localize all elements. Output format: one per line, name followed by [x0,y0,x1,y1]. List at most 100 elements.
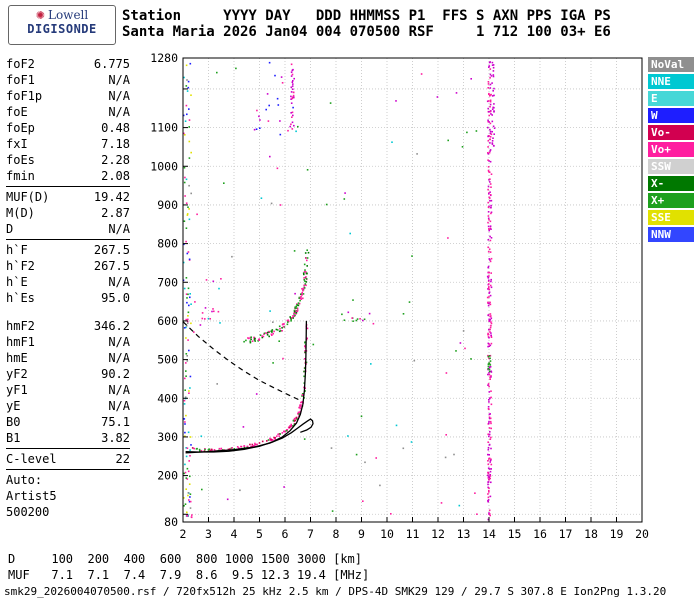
noise-left-mid [190,278,222,333]
lowell-digisonde-logo: ✺ Lowell DIGISONDE [8,5,116,45]
legend-item-ssw: SSW [648,159,694,174]
param-value: 19.42 [93,190,130,204]
param-row: h`E N/A [6,274,130,290]
param-label: hmE [6,351,28,365]
param-row: h`Es 95.0 [6,290,130,306]
parameter-panel: foF2 6.775 foF1 N/A foF1p N/A foE N/A foEp 0.48 fx… [6,56,130,520]
legend-item-x-: X- [648,176,694,191]
param-value: N/A [108,383,130,397]
x-tick-label: 12 [431,527,445,541]
param-row: MUF(D) 19.42 [6,189,130,205]
param-label: foEp [6,121,35,135]
muf-transmission-curve [182,321,300,401]
param-row: B0 75.1 [6,414,130,430]
legend-item-x+: X+ [648,193,694,208]
x-tick-label: 4 [231,527,238,541]
x-tick-label: 19 [610,527,624,541]
y-tick-label: 400 [157,391,178,405]
x-tick-label: 2 [180,527,187,541]
muf-distance-table: D 100 200 400 600 800 1000 1500 3000 [km… [8,551,369,583]
param-label: h`F2 [6,259,35,273]
x-tick-label: 14 [482,527,496,541]
table-row-muf: MUF 7.1 7.1 7.4 7.9 8.6 9.5 12.3 19.4 [M… [8,568,370,582]
param-value: N/A [108,335,130,349]
y-tick-label: 1280 [150,51,178,65]
param-row: foEp 0.48 [6,120,130,136]
x-tick-label: 17 [559,527,573,541]
header-column-labels: Station YYYY DAY DDD HHMMSS P1 FFS S AXN… [122,8,611,24]
param-label: MUF(D) [6,190,50,204]
param-label: hmF1 [6,335,35,349]
param-row: foEs 2.28 [6,152,130,168]
legend-item-nnw: NNW [648,227,694,242]
x-tick-label: 11 [406,527,420,541]
legend-item-nne: NNE [648,74,694,89]
param-row: 500200 [6,504,130,520]
param-label: foEs [6,153,35,167]
param-row: yE N/A [6,398,130,414]
param-label: B1 [6,431,21,445]
param-row: M(D) 2.87 [6,205,130,221]
param-label: D [6,222,14,236]
y-tick-label: 300 [157,430,178,444]
param-label: h`F [6,243,28,257]
param-row: B1 3.82 [6,430,130,446]
divider [6,186,130,187]
param-value: N/A [108,73,130,87]
noise-top-left [253,61,295,136]
param-label: yF2 [6,367,28,381]
param-row: foF1 N/A [6,72,130,88]
param-value: 95.0 [101,291,130,305]
param-row: h`F 267.5 [6,242,130,258]
legend-item-e: E [648,91,694,106]
param-value: 75.1 [101,415,130,429]
y-tick-label: 200 [157,469,178,483]
param-value: N/A [108,222,130,236]
param-value: 2.08 [101,169,130,183]
param-row: fxI 7.18 [6,136,130,152]
logo-lowell-row: ✺ Lowell [9,8,115,22]
y-tick-label: 800 [157,237,178,251]
param-row: foF1p N/A [6,88,130,104]
interference-14MHz-green [487,355,492,373]
legend-item-vo+: Vo+ [648,142,694,157]
autoscaled-trace [185,320,308,453]
param-label: 500200 [6,505,50,519]
param-value: N/A [108,275,130,289]
param-row: D N/A [6,221,130,237]
param-value: N/A [108,399,130,413]
param-value: 6.775 [93,57,130,71]
legend-item-w: W [648,108,694,123]
param-row: Artist5 [6,488,130,504]
param-value: 0.48 [101,121,130,135]
x-tick-label: 15 [508,527,522,541]
table-row-d: D 100 200 400 600 800 1000 1500 3000 [km… [8,552,363,566]
param-value: 90.2 [101,367,130,381]
y-tick-label: 80 [164,515,178,529]
param-row: h`F2 267.5 [6,258,130,274]
param-label: foE [6,105,28,119]
param-row: hmE N/A [6,350,130,366]
param-value: 2.87 [101,206,130,220]
param-row: fmin 2.08 [6,168,130,184]
param-label: B0 [6,415,21,429]
param-label: Auto: [6,473,43,487]
y-tick-label: 600 [157,314,178,328]
param-row: hmF1 N/A [6,334,130,350]
x-tick-label: 20 [635,527,649,541]
Es-trace [185,514,193,519]
x-tick-label: 9 [358,527,365,541]
header-station-values: Santa Maria 2026 Jan04 004 070500 RSF 1 … [122,24,611,40]
x-tick-label: 10 [380,527,394,541]
param-label: h`E [6,275,28,289]
scattered-noise [196,67,478,515]
param-value: N/A [108,105,130,119]
param-label: yF1 [6,383,28,397]
interference-14MHz [486,61,493,521]
param-value: N/A [108,351,130,365]
noise-top-column [289,63,295,130]
param-value: 7.18 [101,137,130,151]
divider [6,448,130,449]
param-value: 267.5 [93,243,130,257]
